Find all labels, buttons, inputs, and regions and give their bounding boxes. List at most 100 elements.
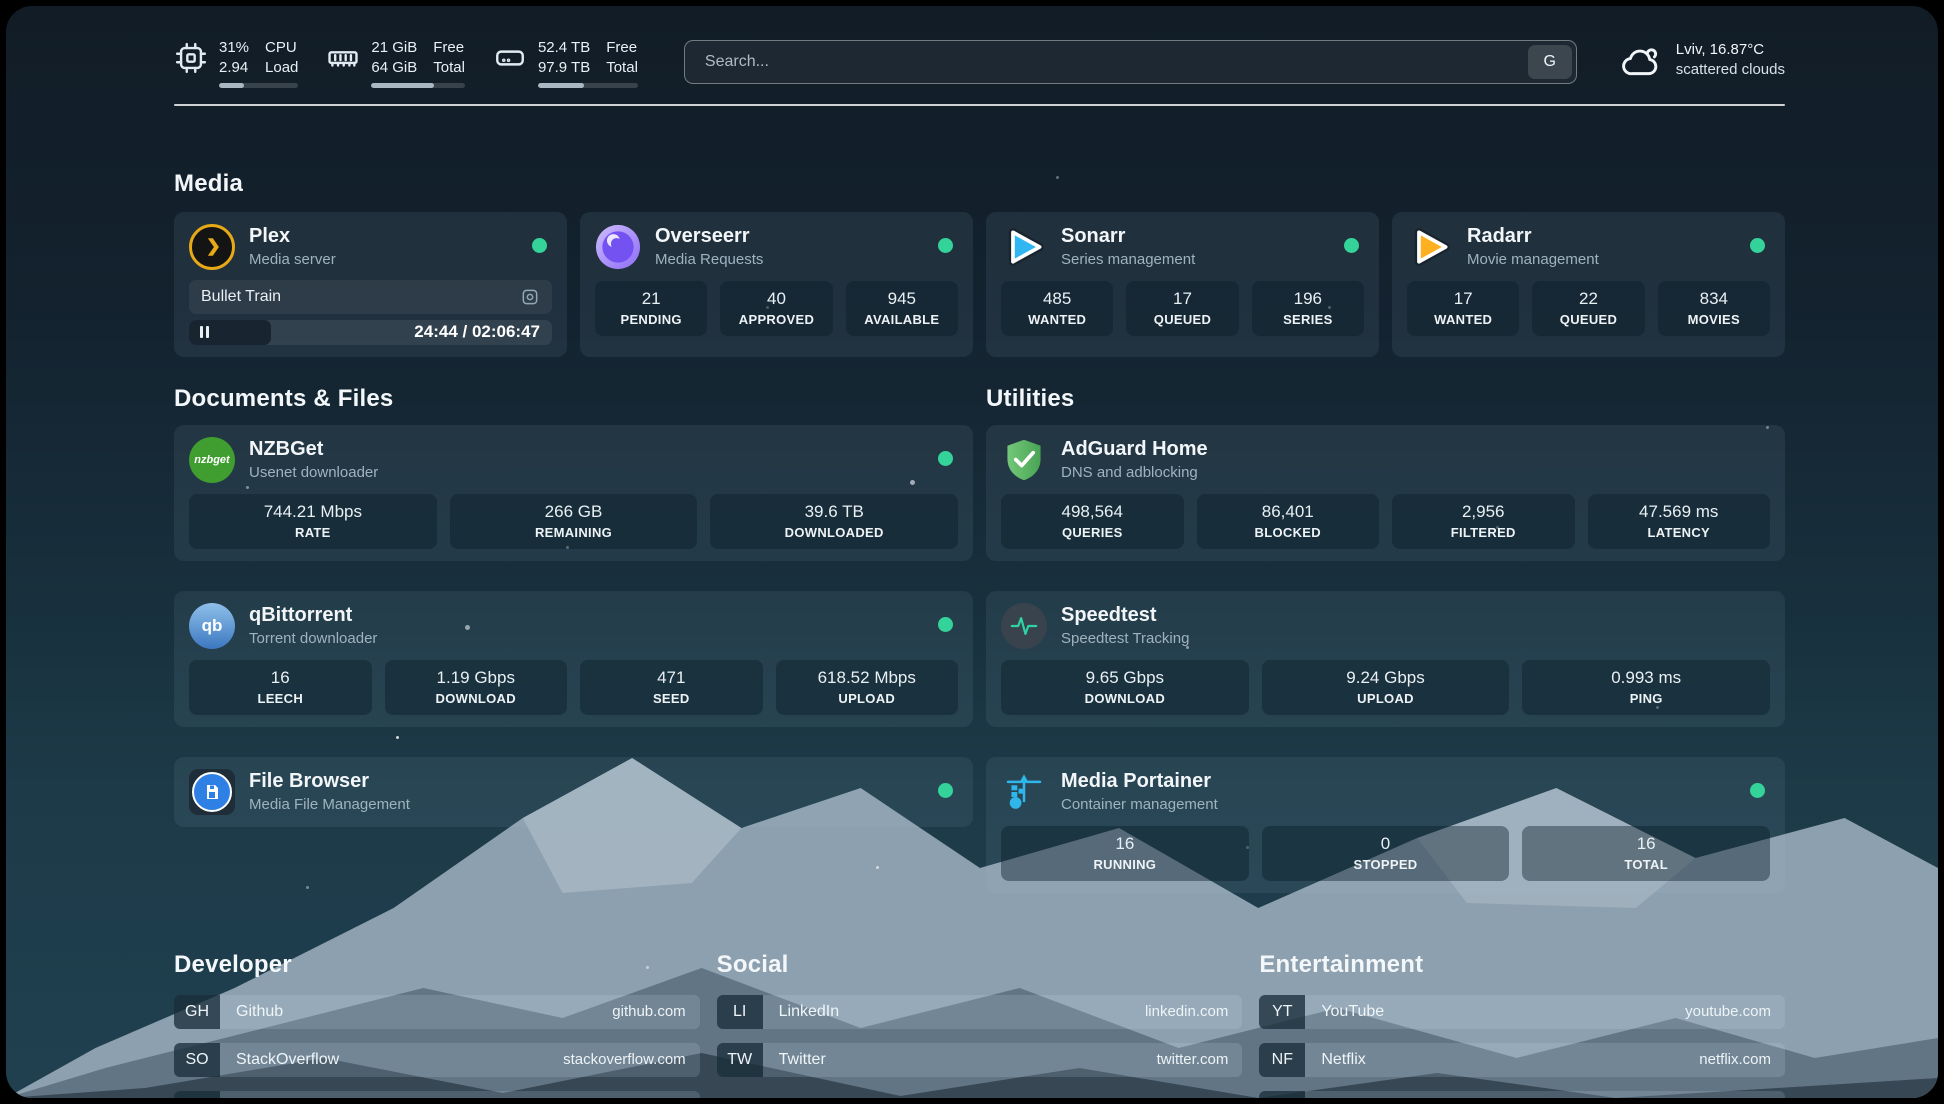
stat-wanted: 485 WANTED xyxy=(1001,280,1114,336)
mountain-background xyxy=(6,758,1938,1098)
bookmark-abbr: GH xyxy=(174,994,220,1029)
service-card-adguard[interactable]: AdGuard Home DNS and adblocking 498,564 … xyxy=(986,424,1785,561)
bookmark-abbr: LI xyxy=(716,994,763,1029)
qbittorrent-icon: qb xyxy=(189,602,235,649)
service-description: Usenet downloader xyxy=(249,464,379,482)
bookmark-linkedin[interactable]: LI LinkedIn linkedin.com xyxy=(716,994,1243,1029)
bookmark-domain: github.com xyxy=(612,1003,686,1021)
filebrowser-icon xyxy=(189,768,235,815)
stat-leech: 16 LEECH xyxy=(189,659,372,715)
service-card-plex[interactable]: Plex Media server Bullet Train xyxy=(174,211,567,357)
stat-latency: 47.569 ms LATENCY xyxy=(1587,493,1770,549)
cpu-icon xyxy=(174,41,208,75)
section-title-entertainment: Entertainment xyxy=(1259,950,1424,978)
now-playing-title: Bullet Train xyxy=(201,287,282,305)
service-card-nzbget[interactable]: nzbget NZBGet Usenet downloader 744.21 M… xyxy=(174,424,973,561)
service-name: Plex xyxy=(249,225,291,248)
dashboard-screen: 31% 2.94 CPU Load xyxy=(6,6,1938,1098)
overseerr-icon xyxy=(595,224,641,270)
bookmark-reddit[interactable]: RE Reddit reddit.com xyxy=(1259,1090,1785,1098)
service-description: Container management xyxy=(1061,796,1218,814)
service-card-sonarr[interactable]: Sonarr Series management 485 WANTED 17 Q… xyxy=(986,211,1379,357)
stat-series: 196 SERIES xyxy=(1251,280,1364,336)
service-description: Speedtest Tracking xyxy=(1061,630,1190,648)
search-provider-button[interactable]: G xyxy=(1527,45,1572,79)
bookmark-dev[interactable]: DT DEV dev.to xyxy=(174,1090,700,1098)
radarr-icon xyxy=(1407,224,1453,270)
search-bar: G xyxy=(683,40,1577,84)
service-description: Movie management xyxy=(1467,251,1599,269)
stat-upload: 9.24 Gbps UPLOAD xyxy=(1261,659,1510,715)
header-divider xyxy=(174,103,1785,106)
memory-icon xyxy=(326,41,360,75)
memory-total-value: 64 GiB xyxy=(371,58,418,76)
section-title-social: Social xyxy=(716,950,789,978)
memory-total-label: Total xyxy=(433,58,465,76)
bookmark-name: StackOverflow xyxy=(236,1050,340,1068)
stat-queries: 498,564 QUERIES xyxy=(1001,493,1184,549)
cpu-progress-track xyxy=(219,82,299,88)
bookmark-twitter[interactable]: TW Twitter twitter.com xyxy=(716,1042,1243,1077)
nzbget-icon: nzbget xyxy=(189,436,235,483)
bookmark-abbr: TW xyxy=(716,1042,763,1077)
stat-blocked: 86,401 BLOCKED xyxy=(1196,493,1379,549)
disk-free-label: Free xyxy=(606,39,638,56)
weather-location-temp: Lviv, 16.87°C xyxy=(1675,41,1765,58)
stat-stopped: 0 STOPPED xyxy=(1261,825,1510,881)
bookmarks-row: Developer GH Github github.com SO StackO… xyxy=(174,951,1785,1098)
memory-progress-fill xyxy=(371,82,435,88)
bookmark-abbr: SO xyxy=(174,1042,220,1077)
playback-progress-fill xyxy=(189,319,271,345)
service-card-filebrowser[interactable]: File Browser Media File Management xyxy=(174,756,973,827)
bookmark-name: Reddit xyxy=(1305,1091,1701,1098)
header: 31% 2.94 CPU Load xyxy=(174,38,1785,88)
bookmark-domain: stackoverflow.com xyxy=(563,1051,686,1069)
service-card-portainer[interactable]: Media Portainer Container management 16 … xyxy=(986,756,1785,893)
bookmark-abbr: RE xyxy=(1259,1090,1306,1098)
bookmark-stackoverflow[interactable]: SO StackOverflow stackoverflow.com xyxy=(174,1042,700,1077)
service-card-radarr[interactable]: Radarr Movie management 17 WANTED 22 QUE… xyxy=(1392,211,1785,357)
status-dot xyxy=(938,450,953,466)
search-input[interactable] xyxy=(702,52,1528,72)
service-description: Media Requests xyxy=(655,251,764,269)
bookmark-abbr: DT xyxy=(174,1090,220,1098)
stat-movies: 834 MOVIES xyxy=(1657,280,1770,336)
bookmark-name: Netflix xyxy=(1321,1050,1366,1068)
cpu-widget: 31% 2.94 CPU Load xyxy=(174,38,299,88)
memory-free-value: 21 GiB xyxy=(371,39,418,56)
weather-condition: scattered clouds xyxy=(1675,61,1785,79)
service-description: DNS and adblocking xyxy=(1061,464,1198,482)
playback-progress-bar: 24:44 / 02:06:47 xyxy=(189,319,552,345)
bookmark-youtube[interactable]: YT YouTube youtube.com xyxy=(1259,994,1785,1029)
playback-time: 24:44 / 02:06:47 xyxy=(414,322,540,342)
stat-available: 945 AVAILABLE xyxy=(845,280,958,336)
stat-download: 1.19 Gbps DOWNLOAD xyxy=(384,659,567,715)
service-card-qbittorrent[interactable]: qb qBittorrent Torrent downloader 16 LEE… xyxy=(174,590,973,727)
bookmark-domain: linkedin.com xyxy=(1144,1003,1229,1021)
service-name: AdGuard Home xyxy=(1061,438,1208,461)
disk-total-value: 97.9 TB xyxy=(537,58,591,76)
disk-total-label: Total xyxy=(606,58,638,76)
cpu-usage-value: 31% xyxy=(219,39,250,56)
status-dot xyxy=(1750,782,1765,798)
service-name: Speedtest xyxy=(1061,604,1157,627)
disk-widget: 52.4 TB 97.9 TB Free Total xyxy=(493,38,638,88)
stat-pending: 21 PENDING xyxy=(595,280,708,336)
service-description: Media File Management xyxy=(249,796,410,814)
status-dot xyxy=(938,782,953,798)
cpu-progress-fill xyxy=(219,82,244,88)
service-card-overseerr[interactable]: Overseerr Media Requests 21 PENDING 40 A… xyxy=(580,211,973,357)
service-card-speedtest[interactable]: Speedtest Speedtest Tracking 9.65 Gbps D… xyxy=(986,590,1785,727)
bookmark-netflix[interactable]: NF Netflix netflix.com xyxy=(1259,1042,1785,1077)
cpu-usage-label: CPU xyxy=(265,39,297,56)
stat-wanted: 17 WANTED xyxy=(1407,280,1520,336)
stat-approved: 40 APPROVED xyxy=(720,280,833,336)
service-name: Sonarr xyxy=(1061,225,1126,248)
bookmark-name: Twitter xyxy=(778,1050,826,1068)
status-dot xyxy=(532,237,547,253)
bookmark-name: LinkedIn xyxy=(778,1002,840,1020)
service-name: File Browser xyxy=(249,770,370,793)
portainer-icon xyxy=(1001,769,1047,815)
bookmark-github[interactable]: GH Github github.com xyxy=(174,994,700,1029)
stat-ping: 0.993 ms PING xyxy=(1522,659,1771,715)
